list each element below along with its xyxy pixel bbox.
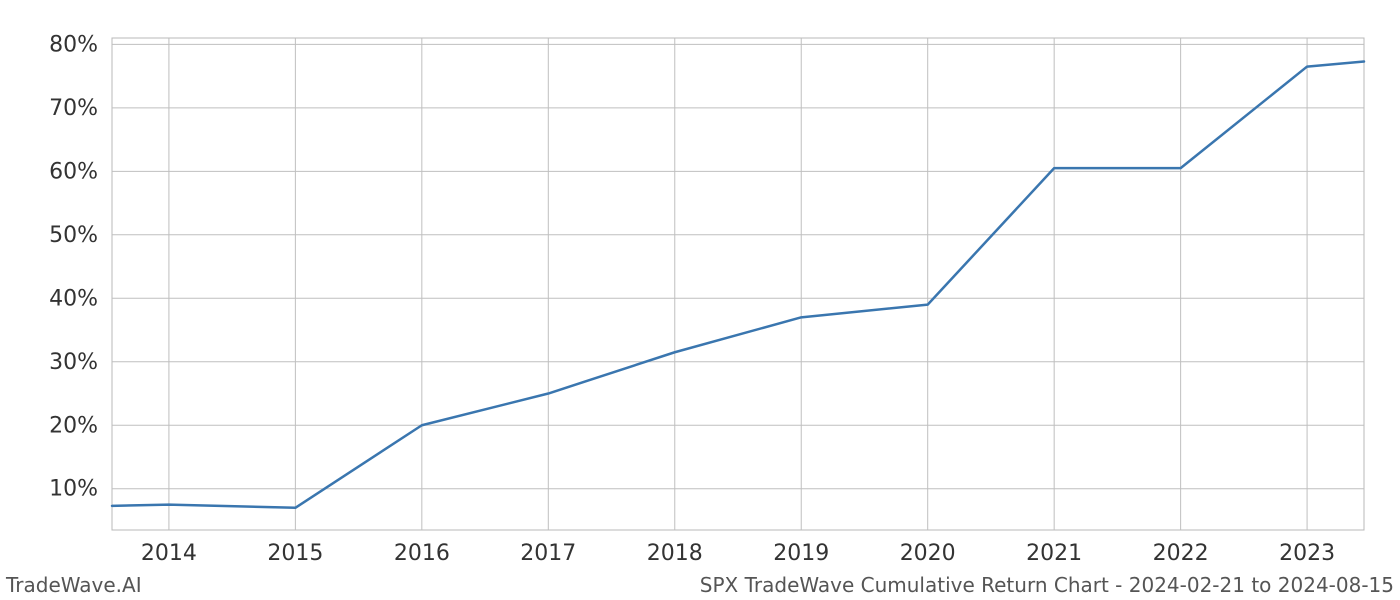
y-tick-label: 80%: [49, 32, 98, 57]
x-tick-label: 2019: [773, 541, 829, 566]
footer-left-text: TradeWave.AI: [5, 573, 142, 597]
y-tick-label: 50%: [49, 223, 98, 248]
y-tick-label: 60%: [49, 159, 98, 184]
line-chart: 2014 2015 2016 2017 2018 2019 2020 2021 2022 2023…: [0, 0, 1400, 600]
x-tick-label: 2021: [1026, 541, 1082, 566]
x-tick-label: 2022: [1153, 541, 1209, 566]
chart-container: 2014 2015 2016 2017 2018 2019 2020 2021 2022 2023…: [0, 0, 1400, 600]
y-tick-label: 10%: [49, 477, 98, 502]
x-tick-label: 2023: [1279, 541, 1335, 566]
y-tick-label: 40%: [49, 286, 98, 311]
y-tick-label: 70%: [49, 96, 98, 121]
footer-right-text: SPX TradeWave Cumulative Return Chart - …: [700, 573, 1394, 597]
x-tick-label: 2016: [394, 541, 450, 566]
x-tick-label: 2018: [647, 541, 703, 566]
x-tick-label: 2015: [267, 541, 323, 566]
chart-background: [0, 0, 1400, 600]
y-tick-label: 20%: [49, 413, 98, 438]
x-tick-label: 2017: [520, 541, 576, 566]
x-tick-label: 2014: [141, 541, 197, 566]
y-tick-label: 30%: [49, 350, 98, 375]
x-tick-label: 2020: [900, 541, 956, 566]
